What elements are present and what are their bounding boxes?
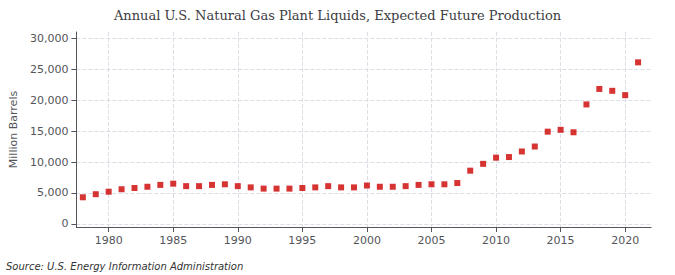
svg-text:30,000: 30,000 bbox=[30, 32, 69, 45]
svg-text:1990: 1990 bbox=[224, 234, 252, 247]
svg-text:25,000: 25,000 bbox=[30, 63, 69, 76]
svg-text:15,000: 15,000 bbox=[30, 125, 69, 138]
svg-text:2015: 2015 bbox=[547, 234, 575, 247]
svg-text:2000: 2000 bbox=[353, 234, 381, 247]
svg-text:0: 0 bbox=[61, 217, 68, 230]
svg-text:1995: 1995 bbox=[288, 234, 316, 247]
svg-text:Source: U.S. Energy Informatio: Source: U.S. Energy Information Administ… bbox=[6, 261, 243, 272]
svg-text:1980: 1980 bbox=[95, 234, 123, 247]
svg-text:2005: 2005 bbox=[417, 234, 445, 247]
svg-text:5,000: 5,000 bbox=[37, 186, 69, 199]
svg-text:10,000: 10,000 bbox=[30, 156, 69, 169]
svg-text:1985: 1985 bbox=[159, 234, 187, 247]
svg-text:2020: 2020 bbox=[611, 234, 639, 247]
svg-text:Annual U.S. Natural Gas Plant: Annual U.S. Natural Gas Plant Liquids, E… bbox=[113, 8, 562, 23]
svg-text:2010: 2010 bbox=[482, 234, 510, 247]
svg-text:20,000: 20,000 bbox=[30, 94, 69, 107]
svg-text:Million Barrels: Million Barrels bbox=[7, 91, 20, 169]
